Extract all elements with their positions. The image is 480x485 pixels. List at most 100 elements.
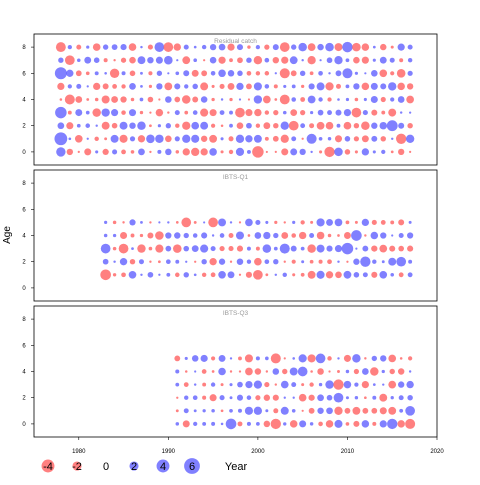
bubble-point	[129, 219, 136, 226]
bubble-point	[309, 382, 314, 387]
bubble-point	[344, 407, 351, 414]
bubble-point	[397, 368, 405, 375]
bubble-point	[165, 135, 172, 143]
bubble-point	[203, 221, 206, 224]
bubble-point	[318, 70, 323, 76]
bubble-point	[174, 96, 181, 103]
bubble-point	[246, 395, 252, 400]
bubble-point	[156, 83, 163, 90]
legend-label: 2	[131, 461, 137, 473]
bubble-point	[86, 98, 90, 101]
y-axis-label: Age	[2, 226, 13, 244]
bubble-point	[167, 111, 170, 114]
bubble-point	[396, 133, 407, 144]
bubble-point	[176, 396, 179, 399]
bubble-point	[264, 136, 269, 141]
bubble-point	[333, 392, 344, 403]
bubble-point	[203, 59, 206, 62]
bubble-point	[154, 42, 165, 52]
bubble-point	[353, 122, 360, 129]
bubble-point	[273, 84, 278, 89]
bubble-point	[246, 421, 251, 426]
bubble-point	[120, 57, 127, 63]
bubble-point	[298, 42, 307, 52]
panel-title: IBTS-Q1	[223, 174, 249, 181]
bubble-point	[75, 70, 82, 77]
bubble-point	[225, 418, 237, 430]
bubble-point	[380, 355, 387, 362]
bubble-point	[398, 395, 404, 401]
bubble-point	[371, 135, 378, 142]
bubble-point	[407, 394, 413, 401]
bubble-point	[399, 357, 403, 360]
bubble-point	[396, 256, 407, 267]
bubble-point	[353, 272, 360, 278]
bubble-point	[104, 72, 107, 75]
bubble-point	[263, 95, 271, 104]
bubble-point	[299, 420, 307, 428]
bubble-point	[202, 395, 207, 400]
bubble-point	[317, 394, 324, 402]
bubble-point	[155, 244, 164, 253]
bubble-point	[389, 245, 396, 252]
bubble-point	[192, 83, 198, 90]
bubble-point	[102, 83, 109, 90]
bubble-point	[220, 150, 224, 154]
legend-swatch	[72, 461, 82, 471]
bubble-point	[343, 108, 352, 117]
bubble-point	[380, 219, 386, 225]
bubble-point	[301, 260, 305, 264]
legend-swatch	[41, 459, 55, 473]
bubble-point	[309, 233, 315, 238]
bubble-point	[262, 244, 272, 253]
bubble-point	[84, 148, 92, 156]
bubble-point	[301, 84, 305, 89]
bubble-point	[149, 124, 152, 128]
bubble-point	[397, 43, 405, 51]
bubble-point	[290, 148, 298, 156]
bubble-point	[130, 97, 135, 102]
bubble-point	[184, 110, 189, 115]
bubble-point	[408, 220, 412, 224]
bubble-point	[353, 136, 360, 142]
bubble-point	[255, 71, 261, 76]
bubble-point	[391, 234, 394, 237]
legend-swatch	[129, 461, 139, 471]
bubble-point	[253, 269, 263, 280]
bubble-point	[292, 220, 296, 224]
bubble-point	[327, 259, 332, 265]
bubble-point	[77, 150, 80, 154]
bubble-point	[175, 369, 180, 374]
bubble-point	[64, 55, 75, 66]
bubble-point	[193, 220, 197, 224]
bubble-point	[264, 57, 270, 63]
bubble-point	[129, 56, 136, 64]
bubble-point	[406, 95, 414, 104]
bubble-point	[101, 108, 110, 117]
bubble-point	[274, 150, 277, 153]
bubble-point	[380, 43, 387, 51]
bubble-point	[390, 220, 395, 225]
bubble-point	[270, 418, 281, 430]
bubble-point	[341, 242, 354, 255]
bubble-point	[220, 383, 224, 387]
bubble-point	[100, 243, 111, 254]
bubble-point	[372, 421, 377, 426]
y-tick-label: 8	[22, 181, 26, 187]
bubble-point	[235, 107, 245, 118]
bubble-point	[93, 57, 100, 63]
bubble-point	[310, 150, 313, 154]
bubble-point	[273, 246, 278, 251]
bubble-point	[345, 369, 350, 374]
bubble-point	[229, 221, 233, 224]
bubble-point	[351, 107, 362, 118]
bubble-point	[209, 134, 218, 143]
bubble-point	[149, 221, 152, 224]
bubble-point	[280, 134, 289, 143]
bubble-point	[317, 407, 324, 414]
bubble-point	[175, 382, 180, 387]
bubble-point	[345, 58, 350, 63]
bubble-point	[191, 147, 200, 157]
bubble-point	[290, 70, 297, 77]
bubble-point	[398, 233, 404, 238]
